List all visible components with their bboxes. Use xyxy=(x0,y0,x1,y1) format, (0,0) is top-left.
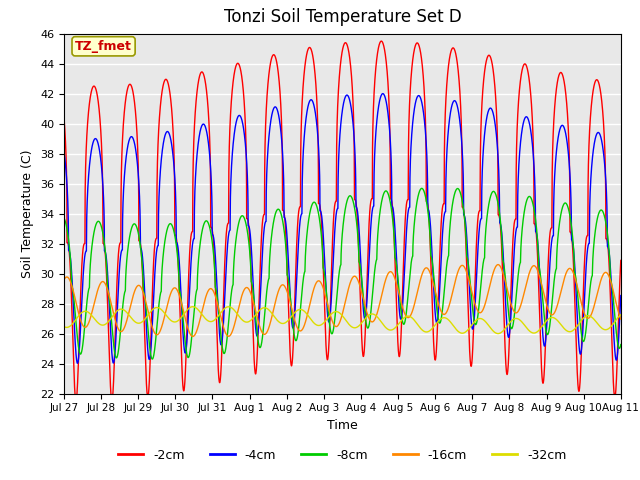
-8cm xyxy=(60,215,68,221)
-32cm xyxy=(161,311,169,317)
Line: -4cm: -4cm xyxy=(64,94,621,363)
X-axis label: Time: Time xyxy=(327,419,358,432)
-16cm xyxy=(476,310,483,315)
-8cm xyxy=(418,185,426,191)
-4cm xyxy=(74,360,81,366)
-8cm xyxy=(148,356,156,362)
-16cm xyxy=(60,277,68,283)
-16cm xyxy=(422,265,430,271)
-2cm xyxy=(518,68,526,73)
-16cm xyxy=(161,311,169,317)
-4cm xyxy=(273,106,281,112)
-16cm xyxy=(518,298,526,304)
-2cm xyxy=(476,208,483,214)
-32cm xyxy=(273,317,281,323)
-32cm xyxy=(394,322,402,327)
-4cm xyxy=(161,132,169,138)
-4cm xyxy=(379,91,387,96)
-4cm xyxy=(394,289,402,295)
-2cm xyxy=(72,398,80,404)
-4cm xyxy=(518,127,526,133)
-8cm xyxy=(518,228,526,234)
-8cm xyxy=(273,207,281,213)
-2cm xyxy=(161,77,169,83)
-16cm xyxy=(189,334,196,339)
-16cm xyxy=(494,262,502,267)
-16cm xyxy=(394,287,402,292)
-32cm xyxy=(617,312,625,318)
-32cm xyxy=(422,329,430,335)
-8cm xyxy=(394,276,402,282)
-32cm xyxy=(494,331,502,336)
-16cm xyxy=(617,316,625,322)
Line: -16cm: -16cm xyxy=(64,264,621,336)
-32cm xyxy=(60,324,68,329)
Title: Tonzi Soil Temperature Set D: Tonzi Soil Temperature Set D xyxy=(223,9,461,26)
-4cm xyxy=(476,222,483,228)
Y-axis label: Soil Temperature (C): Soil Temperature (C) xyxy=(22,149,35,278)
-32cm xyxy=(476,316,483,322)
-2cm xyxy=(378,38,385,44)
Legend: -2cm, -4cm, -8cm, -16cm, -32cm: -2cm, -4cm, -8cm, -16cm, -32cm xyxy=(113,444,572,467)
-16cm xyxy=(273,293,281,299)
Line: -8cm: -8cm xyxy=(64,188,621,359)
-8cm xyxy=(617,342,625,348)
-2cm xyxy=(273,60,281,66)
-2cm xyxy=(60,115,68,120)
-2cm xyxy=(617,258,625,264)
Text: TZ_fmet: TZ_fmet xyxy=(75,40,132,53)
-8cm xyxy=(161,236,169,241)
-4cm xyxy=(617,293,625,299)
Line: -2cm: -2cm xyxy=(64,41,621,401)
-4cm xyxy=(60,149,68,155)
-2cm xyxy=(394,345,402,350)
-8cm xyxy=(476,296,483,301)
-32cm xyxy=(189,304,196,310)
-2cm xyxy=(422,199,430,204)
Line: -32cm: -32cm xyxy=(64,307,621,334)
-32cm xyxy=(518,319,526,325)
-8cm xyxy=(422,198,430,204)
-4cm xyxy=(422,143,430,148)
